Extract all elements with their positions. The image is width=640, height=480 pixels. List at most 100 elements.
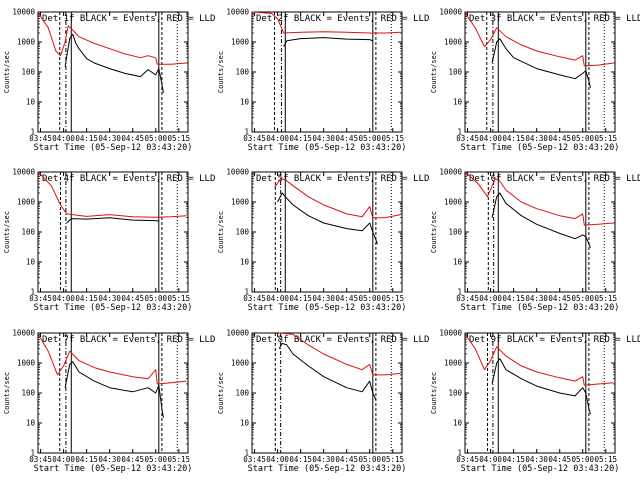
x-tick-label: 04:45 [548,294,571,303]
x-tick-label: 05:00 [144,134,167,143]
series-line-events [491,192,591,248]
x-axis-label: Start Time (05-Sep-12 03:43:20) [34,143,193,153]
series-line-events [64,33,164,94]
y-tick-label: 10 [240,419,250,428]
series-line-events [283,37,373,47]
chart-title: Det 2f BLACK = Events, RED = LLD [256,14,429,24]
chart-panel: Det 7f BLACK = Events, RED = LLD 1 10 100 10… [3,329,215,475]
x-tick-label: 05:00 [358,455,381,464]
x-tick-label: 04:00 [479,455,502,464]
x-tick-label: 04:00 [479,294,502,303]
x-tick-label: 03:45 [243,455,266,464]
series-line-lld [279,332,401,376]
y-axis-label: Counts/sec [430,372,438,414]
y-axis-label: Counts/sec [217,211,225,253]
y-tick-label: 100 [21,228,35,237]
y-tick-label: 10 [26,419,36,428]
y-tick-label: 1000 [231,359,250,368]
plot-frame [251,171,403,293]
y-tick-label: 100 [235,389,249,398]
y-tick-label: 1 [457,449,462,458]
x-axis-label: Start Time (05-Sep-12 03:43:20) [248,464,407,474]
y-tick-label: 1 [244,128,249,137]
x-tick-label: 03:45 [29,455,52,464]
chart-panel: Det 6f BLACK = Events, RED = LLD 1 10 100 10… [430,168,640,314]
y-tick-label: 10000 [12,168,35,177]
series-line-events [277,192,378,245]
y-tick-label: 1 [244,449,249,458]
chart-panel: Det 9f BLACK = Events, RED = LLD 1 10 100 10… [430,329,640,475]
x-tick-label: 03:45 [29,294,52,303]
y-axis-label: Counts/sec [217,51,225,93]
chart-title: Det 8f BLACK = Events, RED = LLD [256,335,429,345]
series-line-lld [464,171,614,226]
y-axis-label: Counts/sec [430,51,438,93]
x-tick-label: 05:15 [167,455,190,464]
x-tick-label: 04:30 [525,134,548,143]
y-axis-label: Counts/sec [3,211,11,253]
x-tick-label: 03:45 [243,294,266,303]
x-tick-label: 04:15 [75,294,98,303]
x-tick-label: 04:00 [266,455,289,464]
y-tick-label: 1 [244,288,249,297]
y-tick-label: 1 [457,288,462,297]
x-tick-label: 05:00 [571,134,594,143]
chart-title: Det 6f BLACK = Events, RED = LLD [469,174,640,184]
y-tick-label: 100 [21,389,35,398]
y-tick-label: 100 [235,68,249,77]
x-tick-label: 05:00 [571,294,594,303]
chart-title: Det 5f BLACK = Events, RED = LLD [256,174,429,184]
x-tick-label: 04:30 [98,294,121,303]
y-axis-label: Counts/sec [3,372,11,414]
x-tick-label: 04:45 [335,134,358,143]
chart-panel: Det 5f BLACK = Events, RED = LLD 1 10 100 10… [217,168,429,314]
x-tick-label: 04:15 [502,455,525,464]
x-tick-label: 05:00 [358,294,381,303]
x-tick-label: 04:15 [75,455,98,464]
y-tick-label: 10 [26,98,36,107]
chart-title: Det 3f BLACK = Events, RED = LLD [469,14,640,24]
x-tick-label: 05:15 [381,294,404,303]
plot-frame [251,332,403,454]
y-tick-label: 100 [448,389,462,398]
x-tick-label: 04:15 [289,294,312,303]
x-tick-label: 05:00 [571,455,594,464]
x-tick-label: 05:00 [144,294,167,303]
y-tick-label: 10 [453,98,463,107]
x-axis-label: Start Time (05-Sep-12 03:43:20) [248,143,407,153]
y-tick-label: 1000 [444,359,463,368]
y-tick-label: 100 [235,228,249,237]
series-line-events [64,361,164,418]
y-tick-label: 1000 [231,198,250,207]
series-line-lld [37,171,187,218]
x-tick-label: 04:45 [335,455,358,464]
chart-panel: Det 8f BLACK = Events, RED = LLD 1 10 100 10… [217,329,429,475]
x-tick-label: 04:45 [121,134,144,143]
y-tick-label: 10000 [439,8,462,17]
plot-frame [464,171,616,293]
chart-panel: Det 3f BLACK = Events, RED = LLD 1 10 100 10… [430,8,640,154]
y-tick-label: 100 [448,228,462,237]
x-axis-label: Start Time (05-Sep-12 03:43:20) [461,303,620,313]
x-tick-label: 03:45 [456,294,479,303]
x-axis-label: Start Time (05-Sep-12 03:43:20) [34,303,193,313]
y-tick-label: 10 [453,419,463,428]
x-tick-label: 04:30 [525,455,548,464]
y-tick-label: 10000 [226,8,249,17]
y-tick-label: 1 [30,128,35,137]
chart-title: Det 4f BLACK = Events, RED = LLD [42,174,215,184]
y-tick-label: 100 [21,68,35,77]
x-tick-label: 04:15 [289,455,312,464]
chart-title: Det 9f BLACK = Events, RED = LLD [469,335,640,345]
x-tick-label: 04:15 [502,134,525,143]
y-tick-label: 10 [240,98,250,107]
y-tick-label: 1000 [444,198,463,207]
y-tick-label: 1000 [444,38,463,47]
y-tick-label: 1000 [17,38,36,47]
x-tick-label: 05:15 [594,294,617,303]
plot-frame [464,11,616,133]
x-tick-label: 04:30 [312,455,335,464]
y-axis-label: Counts/sec [217,372,225,414]
x-tick-label: 04:30 [98,455,121,464]
y-tick-label: 1 [457,128,462,137]
